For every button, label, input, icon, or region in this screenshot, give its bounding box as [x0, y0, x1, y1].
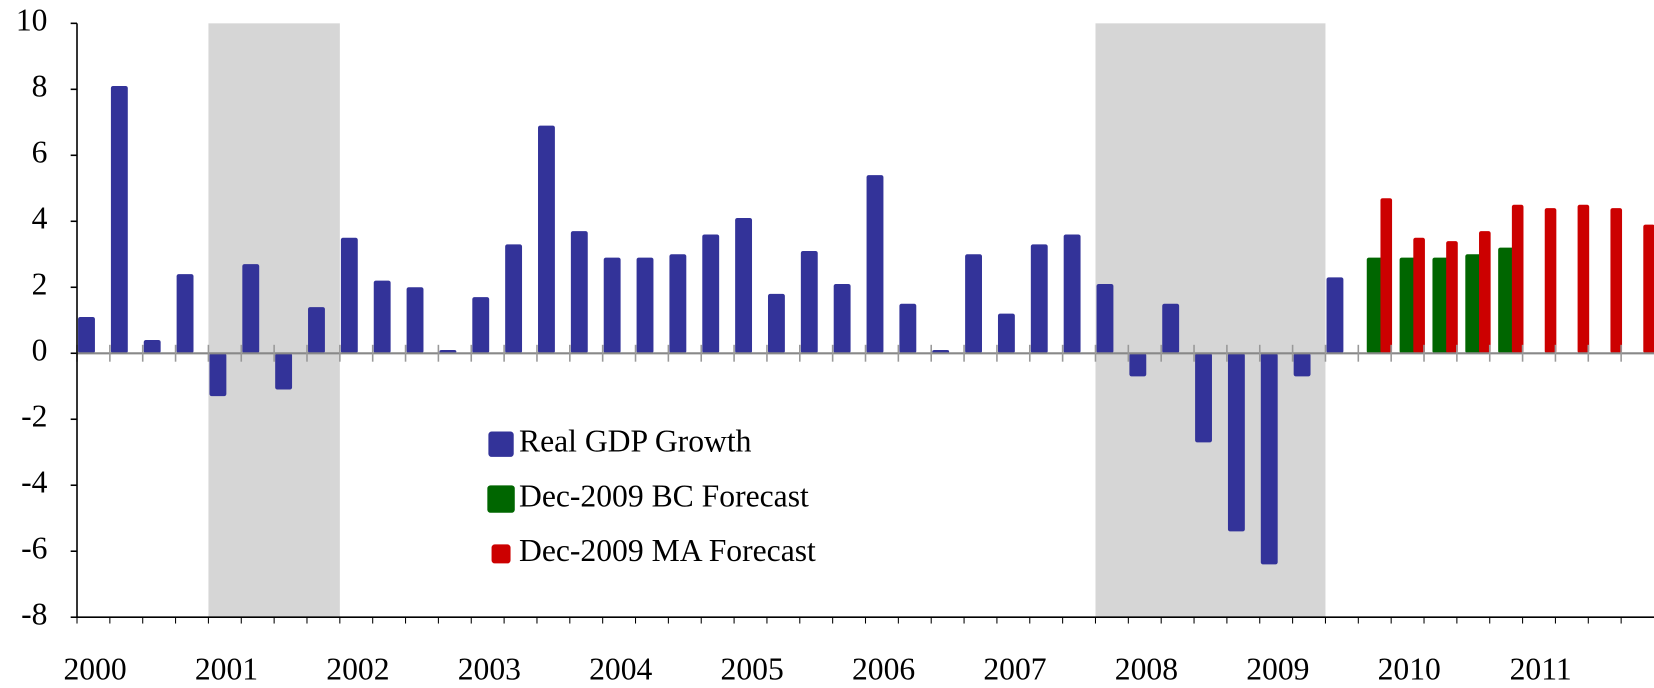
x-tick-label: 2000	[63, 651, 126, 686]
x-tick-label: 2011	[1510, 651, 1572, 686]
bar	[1063, 234, 1081, 354]
bar	[1227, 353, 1245, 532]
x-tick-label: 2009	[1246, 651, 1309, 686]
x-tick-label: 2007	[983, 651, 1046, 686]
bar	[866, 175, 884, 354]
bar	[1413, 237, 1425, 354]
bar	[176, 274, 194, 354]
bar	[1293, 353, 1311, 377]
bar	[1195, 353, 1212, 443]
bar	[1511, 204, 1524, 354]
legend-swatch	[487, 485, 515, 513]
bar	[1260, 353, 1278, 565]
bar	[1399, 257, 1418, 354]
bar	[1162, 303, 1180, 354]
x-tick-label: 2006	[852, 651, 915, 686]
bar	[735, 217, 753, 354]
recession-shade	[1095, 23, 1326, 618]
bar	[1129, 353, 1147, 377]
x-tick-label: 2003	[458, 651, 521, 686]
bar	[570, 231, 588, 354]
bar	[110, 86, 128, 354]
y-tick-label: 4	[32, 201, 48, 236]
x-tick-label: 2002	[326, 651, 389, 686]
bar	[242, 264, 260, 354]
bar	[1432, 257, 1451, 354]
bar	[636, 257, 654, 354]
bar	[209, 353, 227, 397]
bar	[800, 250, 818, 354]
bar	[1366, 257, 1385, 354]
bar	[1326, 277, 1344, 354]
bar	[143, 340, 161, 354]
bar	[78, 316, 95, 354]
y-tick-label: -2	[21, 399, 47, 434]
bar	[472, 297, 490, 354]
legend-swatch	[488, 431, 514, 457]
x-tick-label: 2005	[721, 651, 784, 686]
bar	[997, 313, 1015, 354]
bar	[1030, 244, 1048, 354]
y-tick-label: -6	[21, 530, 47, 565]
y-tick-label: 2	[32, 267, 48, 302]
y-tick-label: -8	[21, 596, 47, 631]
legend-swatch	[491, 544, 511, 564]
bar	[1577, 204, 1590, 354]
bar	[1380, 198, 1393, 354]
bar	[1610, 208, 1623, 354]
bar	[1096, 283, 1114, 354]
bar	[603, 257, 621, 354]
bar	[308, 307, 325, 354]
y-tick-label: -4	[21, 464, 48, 499]
bar	[406, 287, 424, 354]
bar	[1479, 231, 1491, 354]
legend-label: Dec-2009 MA Forecast	[519, 533, 816, 568]
bar	[767, 293, 785, 354]
bar	[1446, 241, 1458, 354]
x-tick-label: 2010	[1378, 651, 1441, 686]
bar	[1643, 224, 1654, 354]
x-tick-label: 2001	[195, 651, 258, 686]
x-tick-label: 2008	[1115, 651, 1178, 686]
bar	[702, 234, 720, 354]
bar	[340, 237, 358, 354]
legend-label: Real GDP Growth	[519, 423, 752, 458]
bar	[1498, 247, 1517, 354]
x-tick-label: 2004	[589, 651, 652, 686]
bar	[833, 283, 851, 354]
bar	[1544, 208, 1557, 354]
y-tick-label: 10	[16, 3, 48, 38]
bar	[965, 254, 982, 354]
bar	[1465, 254, 1484, 354]
bar	[505, 244, 523, 354]
bar	[538, 125, 555, 354]
bar	[899, 303, 917, 354]
bar	[373, 280, 391, 354]
bar	[669, 254, 687, 354]
y-tick-label: 8	[32, 69, 48, 104]
y-tick-label: 6	[32, 135, 48, 170]
bar	[275, 353, 293, 390]
legend-label: Dec-2009 BC Forecast	[519, 478, 809, 513]
y-tick-label: 0	[32, 333, 48, 368]
